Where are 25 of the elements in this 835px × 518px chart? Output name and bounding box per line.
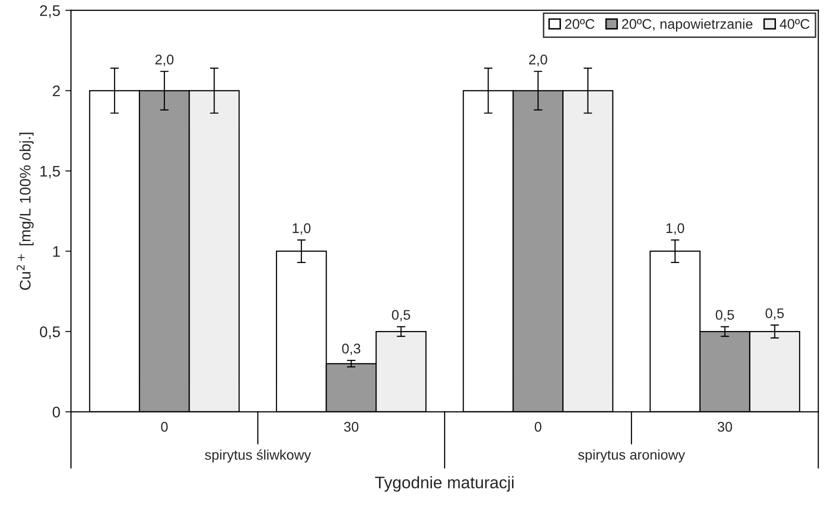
data-label: 0,5 (716, 310, 734, 322)
text: spirytus aroniowy (578, 449, 686, 462)
x-tick-label: 0 (161, 422, 168, 432)
data-label: 0,5 (766, 308, 784, 320)
y-tick-label: 0 (52, 406, 60, 418)
x-tick-label: 30 (344, 422, 358, 432)
data-label: 0,5 (392, 310, 410, 322)
y-tick-label: 1,5 (40, 166, 60, 178)
legend-label: 40ºC (780, 19, 810, 29)
x-axis-title: Tygodnie maturacji (375, 476, 514, 492)
data-label: 0,3 (342, 344, 360, 356)
x-tick-label: 30 (718, 422, 732, 432)
data-label: 2,0 (155, 54, 174, 66)
data-label: 1,0 (666, 223, 684, 235)
legend-label: 20ºC (565, 19, 594, 29)
data-label: 2,0 (529, 54, 548, 66)
text: spirytus śliwkowy (204, 449, 312, 463)
y-tick-label: 1 (53, 246, 60, 257)
legend-label: 20ºC, napowietrzanie (622, 18, 752, 32)
y-tick-label: 0,5 (40, 326, 60, 340)
y-tick-label: 2 (52, 86, 60, 96)
data-label: 1,0 (292, 223, 311, 235)
y-tick-label: 2,5 (40, 5, 60, 18)
y-axis-title: Cu$^{2+}$ [mg/L 100% obj.] (16, 132, 34, 290)
x-tick-label: 0 (534, 422, 542, 432)
